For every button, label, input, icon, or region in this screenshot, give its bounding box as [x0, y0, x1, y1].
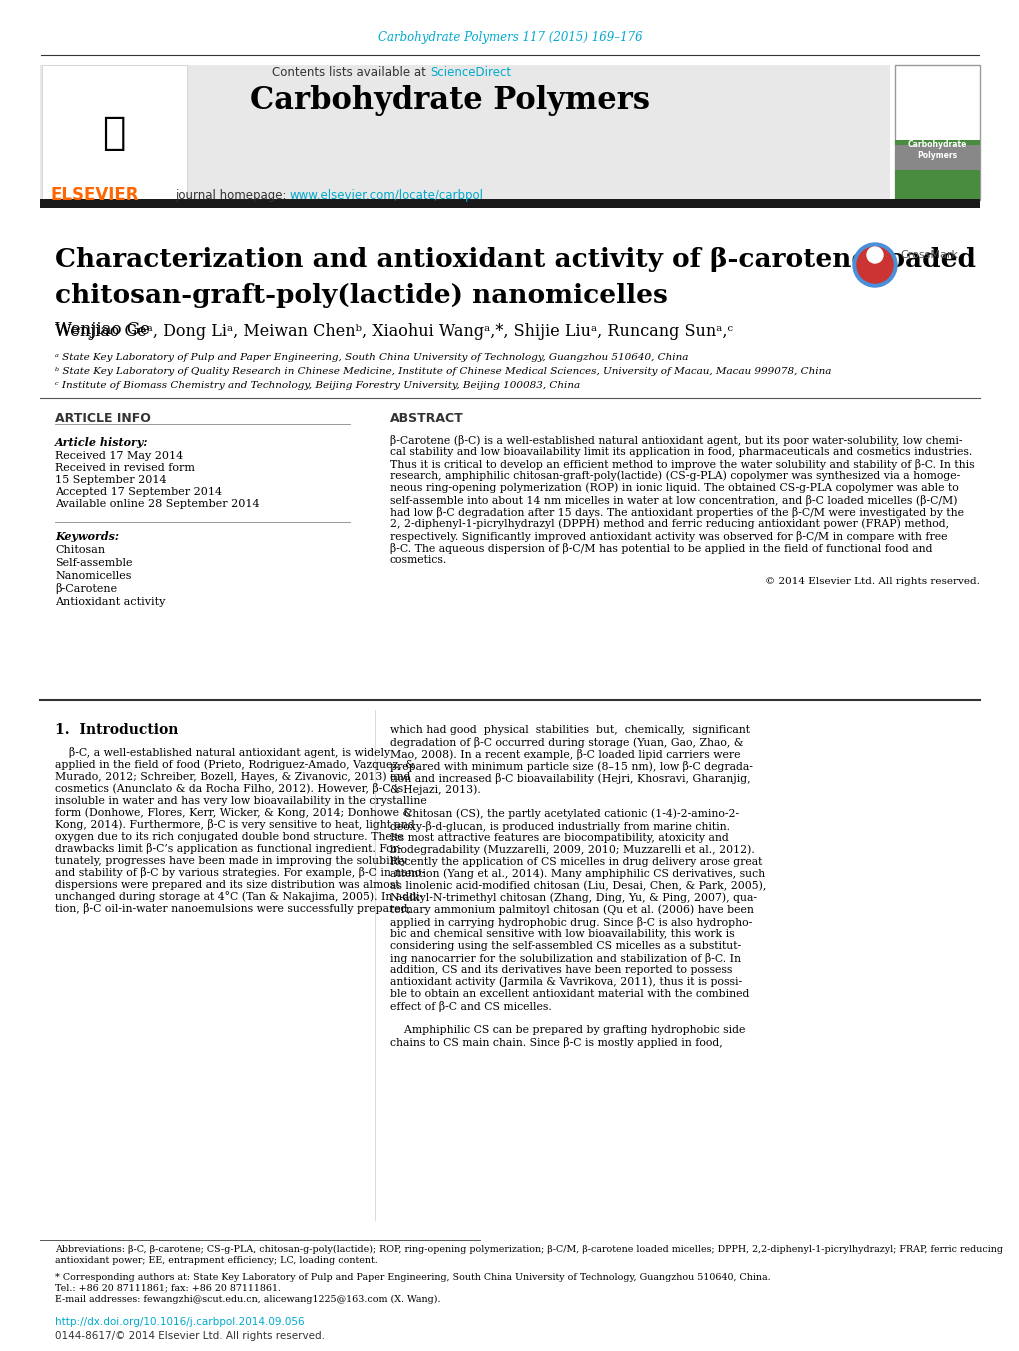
Text: © 2014 Elsevier Ltd. All rights reserved.: © 2014 Elsevier Ltd. All rights reserved…: [764, 577, 979, 586]
Text: ScienceDirect: ScienceDirect: [430, 65, 511, 78]
Circle shape: [852, 243, 896, 286]
Text: considering using the self-assembled CS micelles as a substitut-: considering using the self-assembled CS …: [389, 942, 741, 951]
Text: ing nanocarrier for the solubilization and stabilization of β-C. In: ing nanocarrier for the solubilization a…: [389, 952, 740, 963]
Text: Chitosan: Chitosan: [55, 544, 105, 555]
Text: Accepted 17 September 2014: Accepted 17 September 2014: [55, 486, 222, 497]
Text: antioxidant activity (Jarmila & Vavrikova, 2011), thus it is possi-: antioxidant activity (Jarmila & Vavrikov…: [389, 977, 742, 988]
Text: Carbohydrate
Polymers: Carbohydrate Polymers: [907, 141, 966, 159]
Text: 🌳: 🌳: [102, 113, 125, 153]
Text: Mao, 2008). In a recent example, β-C loaded lipid carriers were: Mao, 2008). In a recent example, β-C loa…: [389, 748, 740, 759]
Text: attention (Yang et al., 2014). Many amphiphilic CS derivatives, such: attention (Yang et al., 2014). Many amph…: [389, 869, 764, 880]
Text: Available online 28 September 2014: Available online 28 September 2014: [55, 499, 260, 509]
Text: Received in revised form: Received in revised form: [55, 463, 195, 473]
Text: β-C. The aqueous dispersion of β-C/M has potential to be applied in the field of: β-C. The aqueous dispersion of β-C/M has…: [389, 543, 931, 554]
Bar: [894, 141, 979, 200]
Text: tion, β-C oil-in-water nanoemulsions were successfully prepared,: tion, β-C oil-in-water nanoemulsions wer…: [55, 904, 411, 915]
Text: Its most attractive features are biocompatibility, atoxicity and: Its most attractive features are biocomp…: [389, 834, 728, 843]
Text: unchanged during storage at 4°C (Tan & Nakajima, 2005). In addi-: unchanged during storage at 4°C (Tan & N…: [55, 892, 423, 902]
Text: tunately, progresses have been made in improving the solubility: tunately, progresses have been made in i…: [55, 857, 407, 866]
Text: Self-assemble: Self-assemble: [55, 558, 132, 567]
Text: Nanomicelles: Nanomicelles: [55, 571, 131, 581]
Text: Characterization and antioxidant activity of β-carotene loaded: Characterization and antioxidant activit…: [55, 247, 975, 273]
Text: tion and increased β-C bioavailability (Hejri, Khosravi, Gharanjig,: tion and increased β-C bioavailability (…: [389, 773, 750, 784]
Text: Amphiphilic CS can be prepared by grafting hydrophobic side: Amphiphilic CS can be prepared by grafti…: [389, 1025, 745, 1035]
Text: Article history:: Article history:: [55, 436, 149, 447]
Text: ᶜ Institute of Biomass Chemistry and Technology, Beijing Forestry University, Be: ᶜ Institute of Biomass Chemistry and Tec…: [55, 381, 580, 390]
Text: 15 September 2014: 15 September 2014: [55, 476, 166, 485]
Text: ARTICLE INFO: ARTICLE INFO: [55, 412, 151, 424]
Text: applied in the field of food (Prieto, Rodriguez-Amado, Vazquez, &: applied in the field of food (Prieto, Ro…: [55, 759, 415, 770]
Text: addition, CS and its derivatives have been reported to possess: addition, CS and its derivatives have be…: [389, 965, 732, 975]
Text: ELSEVIER: ELSEVIER: [51, 186, 140, 204]
Bar: [40, 65, 890, 200]
Text: ternary ammonium palmitoyl chitosan (Qu et al. (2006) have been: ternary ammonium palmitoyl chitosan (Qu …: [389, 905, 753, 915]
Text: ABSTRACT: ABSTRACT: [389, 412, 464, 424]
Bar: [894, 65, 979, 200]
Text: deoxy-β-d-glucan, is produced industrially from marine chitin.: deoxy-β-d-glucan, is produced industrial…: [389, 820, 730, 831]
Text: journal homepage:: journal homepage:: [174, 189, 289, 201]
Text: chitosan-graft-poly(lactide) nanomicelles: chitosan-graft-poly(lactide) nanomicelle…: [55, 282, 667, 308]
Text: degradation of β-C occurred during storage (Yuan, Gao, Zhao, &: degradation of β-C occurred during stora…: [389, 736, 743, 747]
Text: Carbohydrate Polymers: Carbohydrate Polymers: [250, 85, 649, 115]
Text: chains to CS main chain. Since β-C is mostly applied in food,: chains to CS main chain. Since β-C is mo…: [389, 1036, 722, 1047]
Text: prepared with minimum particle size (8–15 nm), low β-C degrada-: prepared with minimum particle size (8–1…: [389, 761, 752, 771]
Text: Wenjiao Ge: Wenjiao Ge: [55, 322, 150, 339]
Bar: [40, 199, 979, 208]
Text: ble to obtain an excellent antioxidant material with the combined: ble to obtain an excellent antioxidant m…: [389, 989, 749, 998]
Text: Wenjiao Geᵃ, Dong Liᵃ, Meiwan Chenᵇ, Xiaohui Wangᵃ,*, Shijie Liuᵃ, Runcang Sunᵃ,: Wenjiao Geᵃ, Dong Liᵃ, Meiwan Chenᵇ, Xia…: [55, 323, 733, 340]
Text: oxygen due to its rich conjugated double bond structure. These: oxygen due to its rich conjugated double…: [55, 832, 404, 842]
Text: applied in carrying hydrophobic drug. Since β-C is also hydropho-: applied in carrying hydrophobic drug. Si…: [389, 916, 752, 928]
Text: cosmetics (Anunclato & da Rocha Filho, 2012). However, β-C is: cosmetics (Anunclato & da Rocha Filho, 2…: [55, 784, 403, 794]
Text: Kong, 2014). Furthermore, β-C is very sensitive to heat, light and: Kong, 2014). Furthermore, β-C is very se…: [55, 820, 415, 831]
Text: Thus it is critical to develop an efficient method to improve the water solubili: Thus it is critical to develop an effici…: [389, 458, 974, 470]
Text: Received 17 May 2014: Received 17 May 2014: [55, 451, 183, 461]
Text: cosmetics.: cosmetics.: [389, 555, 446, 565]
Text: insoluble in water and has very low bioavailability in the crystalline: insoluble in water and has very low bioa…: [55, 796, 426, 807]
Text: self-assemble into about 14 nm micelles in water at low concentration, and β-C l: self-assemble into about 14 nm micelles …: [389, 494, 957, 505]
Text: & Hejazi, 2013).: & Hejazi, 2013).: [389, 785, 480, 796]
Text: had low β-C degradation after 15 days. The antioxidant properties of the β-C/M w: had low β-C degradation after 15 days. T…: [389, 507, 963, 517]
Text: * Corresponding authors at: State Key Laboratory of Pulp and Paper Engineering, : * Corresponding authors at: State Key La…: [55, 1273, 770, 1282]
Text: ᵇ State Key Laboratory of Quality Research in Chinese Medicine, Institute of Chi: ᵇ State Key Laboratory of Quality Resear…: [55, 367, 830, 377]
Text: research, amphiphilic chitosan-graft-poly(lactide) (CS-g-PLA) copolymer was synt: research, amphiphilic chitosan-graft-pol…: [389, 470, 959, 481]
Text: neous ring-opening polymerization (ROP) in ionic liquid. The obtained CS-g-PLA c: neous ring-opening polymerization (ROP) …: [389, 482, 958, 493]
Text: Recently the application of CS micelles in drug delivery arose great: Recently the application of CS micelles …: [389, 857, 761, 867]
Text: Carbohydrate Polymers 117 (2015) 169–176: Carbohydrate Polymers 117 (2015) 169–176: [377, 31, 642, 45]
Text: Tel.: +86 20 87111861; fax: +86 20 87111861.: Tel.: +86 20 87111861; fax: +86 20 87111…: [55, 1283, 280, 1293]
Text: which had good  physical  stabilities  but,  chemically,  significant: which had good physical stabilities but,…: [389, 725, 749, 735]
Text: 0144-8617/© 2014 Elsevier Ltd. All rights reserved.: 0144-8617/© 2014 Elsevier Ltd. All right…: [55, 1331, 325, 1342]
Text: ᵃ State Key Laboratory of Pulp and Paper Engineering, South China University of : ᵃ State Key Laboratory of Pulp and Paper…: [55, 354, 688, 362]
Bar: [894, 145, 979, 170]
Text: β-C, a well-established natural antioxidant agent, is widely: β-C, a well-established natural antioxid…: [55, 747, 389, 758]
Text: drawbacks limit β-C’s application as functional ingredient. For-: drawbacks limit β-C’s application as fun…: [55, 843, 401, 854]
Text: β-Carotene (β-C) is a well-established natural antioxidant agent, but its poor w: β-Carotene (β-C) is a well-established n…: [389, 435, 962, 446]
Text: Keywords:: Keywords:: [55, 531, 119, 542]
Text: β-Carotene: β-Carotene: [55, 584, 117, 594]
Text: effect of β-C and CS micelles.: effect of β-C and CS micelles.: [389, 1001, 551, 1012]
Text: Abbreviations: β-C, β-carotene; CS-g-PLA, chitosan-g-poly(lactide); ROP, ring-op: Abbreviations: β-C, β-carotene; CS-g-PLA…: [55, 1246, 1002, 1265]
Text: www.elsevier.com/locate/carbpol: www.elsevier.com/locate/carbpol: [289, 189, 484, 201]
Text: N-alkyl-N-trimethyl chitosan (Zhang, Ding, Yu, & Ping, 2007), qua-: N-alkyl-N-trimethyl chitosan (Zhang, Din…: [389, 893, 756, 904]
Text: Contents lists available at: Contents lists available at: [272, 65, 430, 78]
Text: dispersions were prepared and its size distribution was almost: dispersions were prepared and its size d…: [55, 880, 399, 890]
Text: bic and chemical sensitive with low bioavailability, this work is: bic and chemical sensitive with low bioa…: [389, 929, 734, 939]
Text: E-mail addresses: fewangzhi@scut.edu.cn, alicewang1225@163.com (X. Wang).: E-mail addresses: fewangzhi@scut.edu.cn,…: [55, 1294, 440, 1304]
Text: Antioxidant activity: Antioxidant activity: [55, 597, 165, 607]
Text: cal stability and low bioavailability limit its application in food, pharmaceuti: cal stability and low bioavailability li…: [389, 447, 971, 457]
Text: 1.  Introduction: 1. Introduction: [55, 723, 178, 738]
Text: as linolenic acid-modified chitosan (Liu, Desai, Chen, & Park, 2005),: as linolenic acid-modified chitosan (Liu…: [389, 881, 765, 892]
Text: http://dx.doi.org/10.1016/j.carbpol.2014.09.056: http://dx.doi.org/10.1016/j.carbpol.2014…: [55, 1317, 305, 1327]
Text: Chitosan (CS), the partly acetylated cationic (1-4)-2-amino-2-: Chitosan (CS), the partly acetylated cat…: [389, 809, 739, 819]
Circle shape: [856, 247, 892, 282]
Text: biodegradability (Muzzarelli, 2009, 2010; Muzzarelli et al., 2012).: biodegradability (Muzzarelli, 2009, 2010…: [389, 844, 754, 855]
Circle shape: [866, 247, 882, 263]
Text: 2, 2-diphenyl-1-picrylhydrazyl (DPPH) method and ferric reducing antioxidant pow: 2, 2-diphenyl-1-picrylhydrazyl (DPPH) me…: [389, 519, 949, 530]
Text: form (Donhowe, Flores, Kerr, Wicker, & Kong, 2014; Donhowe &: form (Donhowe, Flores, Kerr, Wicker, & K…: [55, 808, 412, 819]
Text: and stability of β-C by various strategies. For example, β-C in nano-: and stability of β-C by various strategi…: [55, 867, 425, 878]
Text: CrossMark: CrossMark: [899, 250, 957, 259]
Bar: [42, 65, 186, 200]
Text: respectively. Significantly improved antioxidant activity was observed for β-C/M: respectively. Significantly improved ant…: [389, 531, 947, 542]
Text: Murado, 2012; Schreiber, Bozell, Hayes, & Zivanovic, 2013) and: Murado, 2012; Schreiber, Bozell, Hayes, …: [55, 771, 410, 782]
